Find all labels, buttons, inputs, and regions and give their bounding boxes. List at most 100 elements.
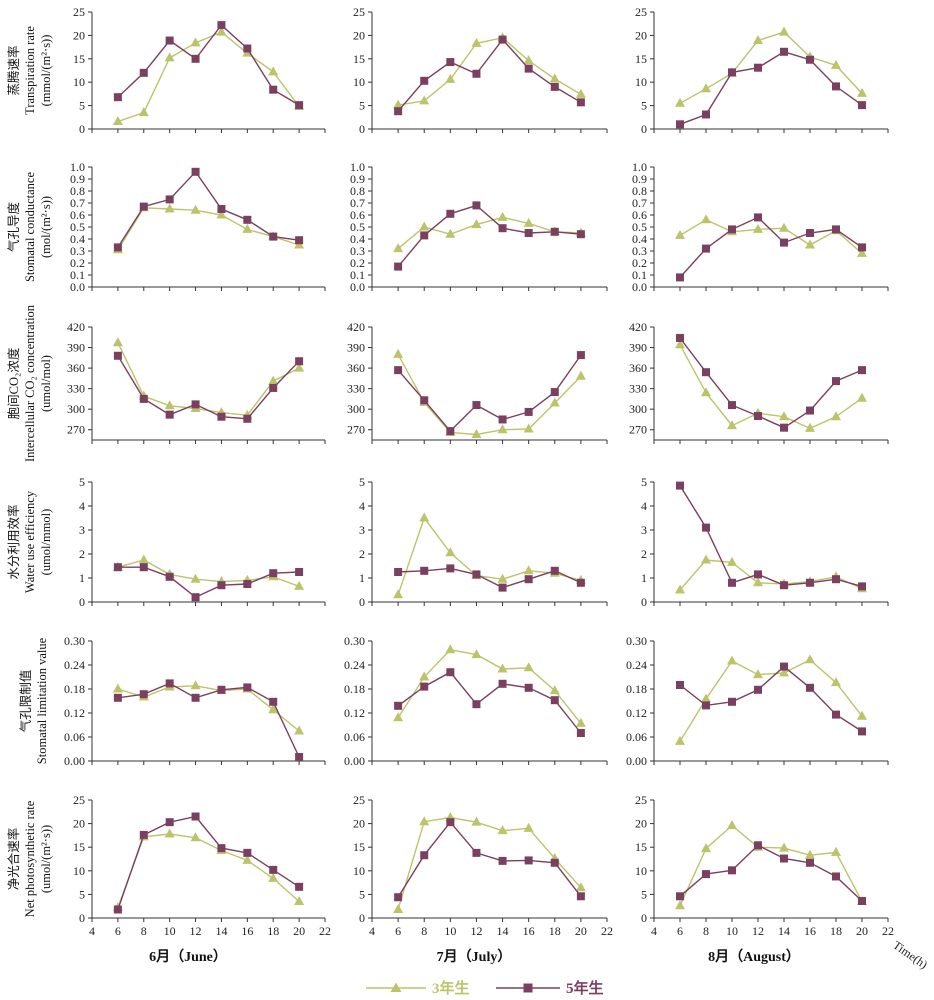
data-point-5yr: [191, 693, 200, 702]
data-point-5yr: [394, 366, 403, 375]
series-line-3yr: [679, 658, 863, 742]
data-point-5yr: [113, 563, 122, 572]
data-point-3yr: [575, 88, 586, 98]
data-point-5yr: [780, 662, 788, 671]
series-line-5yr: [397, 204, 581, 268]
y-tick-label: 390: [347, 341, 365, 355]
data-point-3yr: [190, 680, 201, 690]
data-point-5yr: [550, 227, 559, 236]
data-point-3yr: [419, 95, 430, 105]
data-point-3yr: [727, 420, 737, 430]
y-tick-label: 0.2: [70, 256, 85, 270]
panel-r0-c1: 0 5 10 15 20 25: [353, 5, 608, 136]
data-point-3yr: [779, 411, 789, 421]
data-point-3yr: [393, 348, 404, 358]
data-point-3yr: [268, 704, 279, 714]
data-point-5yr: [165, 679, 174, 688]
data-point-5yr: [217, 685, 226, 694]
y-tick-label: 330: [629, 382, 647, 396]
data-point-5yr: [806, 858, 814, 867]
row-label-3-label_unit: (umol/mmol): [39, 509, 53, 576]
y-tick-label: 390: [629, 341, 647, 355]
data-point-5yr: [702, 701, 710, 710]
data-point-3yr: [268, 872, 279, 882]
data-point-3yr: [393, 712, 404, 722]
data-point-5yr: [550, 696, 559, 705]
series-line-5yr: [679, 665, 863, 732]
y-tick-label: 0.30: [64, 634, 85, 648]
data-point-3yr: [675, 229, 685, 239]
data-point-5yr: [524, 575, 533, 584]
panel-r0-c0: 0 5 10 15 20 25: [73, 5, 326, 136]
data-point-3yr: [393, 99, 404, 109]
y-tick-label: 0: [641, 122, 647, 136]
data-point-5yr: [754, 685, 762, 694]
data-point-3yr: [471, 429, 482, 439]
y-tick-label: 2: [359, 547, 365, 561]
data-point-3yr: [471, 37, 482, 47]
data-point-3yr: [393, 589, 404, 599]
panel-r0-c2: 0 5 10 15 20 25: [635, 5, 889, 136]
data-point-3yr: [701, 387, 711, 397]
data-point-3yr: [497, 211, 508, 221]
data-point-5yr: [269, 697, 278, 706]
series-line-3yr: [117, 31, 300, 123]
data-point-3yr: [497, 573, 508, 583]
data-point-3yr: [497, 663, 508, 673]
data-point-5yr: [832, 575, 840, 584]
row-label-2-label_unit: (umol/mol): [39, 355, 53, 412]
data-point-5yr: [498, 415, 507, 424]
panel-r5-c2: 0 5 10 15 20 25 4 6 8 10 12 14 16 18 20 22: [635, 793, 894, 938]
data-point-5yr: [139, 563, 148, 572]
data-point-5yr: [446, 209, 455, 218]
x-tick-label: 14: [778, 924, 790, 938]
y-tick-label: 0.0: [350, 280, 365, 294]
data-point-3yr: [575, 370, 586, 380]
y-tick-label: 0.18: [344, 682, 365, 696]
data-point-5yr: [243, 848, 252, 857]
y-tick-label: 420: [67, 320, 85, 334]
y-tick-label: 0.06: [64, 730, 85, 744]
y-tick-label: 20: [353, 817, 365, 831]
data-point-5yr: [728, 578, 736, 587]
data-point-5yr: [524, 683, 533, 692]
data-point-5yr: [446, 58, 455, 67]
data-point-5yr: [498, 856, 507, 865]
y-tick-label: 15: [353, 840, 365, 854]
series-line-5yr: [117, 682, 300, 758]
series-line-3yr: [117, 833, 300, 908]
data-point-3yr: [727, 655, 737, 665]
y-tick-label: 0.2: [350, 256, 365, 270]
y-tick-label: 420: [347, 320, 365, 334]
data-point-3yr: [523, 565, 534, 575]
y-tick-label: 3: [79, 523, 85, 537]
data-point-5yr: [806, 683, 814, 692]
y-tick-label: 0.6: [632, 208, 647, 222]
data-point-5yr: [806, 55, 814, 64]
data-point-5yr: [446, 427, 455, 436]
series-line-5yr: [397, 821, 582, 898]
data-point-5yr: [676, 120, 684, 129]
data-point-5yr: [858, 582, 866, 591]
data-point-5yr: [702, 368, 710, 377]
series-line-3yr: [679, 824, 863, 906]
data-point-5yr: [472, 69, 481, 78]
y-tick-label: 0.9: [350, 172, 365, 186]
data-point-3yr: [701, 843, 711, 853]
data-point-5yr: [576, 351, 585, 360]
series-line-3yr: [117, 207, 300, 251]
y-tick-label: 3: [359, 523, 365, 537]
legend-marker-5yr: [523, 983, 533, 993]
y-tick-label: 0.0: [70, 280, 85, 294]
data-point-5yr: [472, 401, 481, 410]
x-tick-label: 14: [497, 924, 509, 938]
panel-r1-c1: 0.00.10.20.30.40.50.60.70.80.91.0: [350, 160, 608, 294]
data-point-3yr: [753, 223, 763, 233]
data-point-5yr: [832, 872, 840, 881]
row-label-5-label_cn: 净光合速率: [6, 828, 21, 891]
panel-r1-c0: 0.00.10.20.30.40.50.60.70.80.91.0: [70, 160, 326, 294]
series-line-3yr: [679, 344, 863, 430]
data-point-3yr: [857, 247, 867, 257]
data-point-3yr: [549, 73, 560, 83]
y-tick-label: 5: [359, 99, 365, 113]
